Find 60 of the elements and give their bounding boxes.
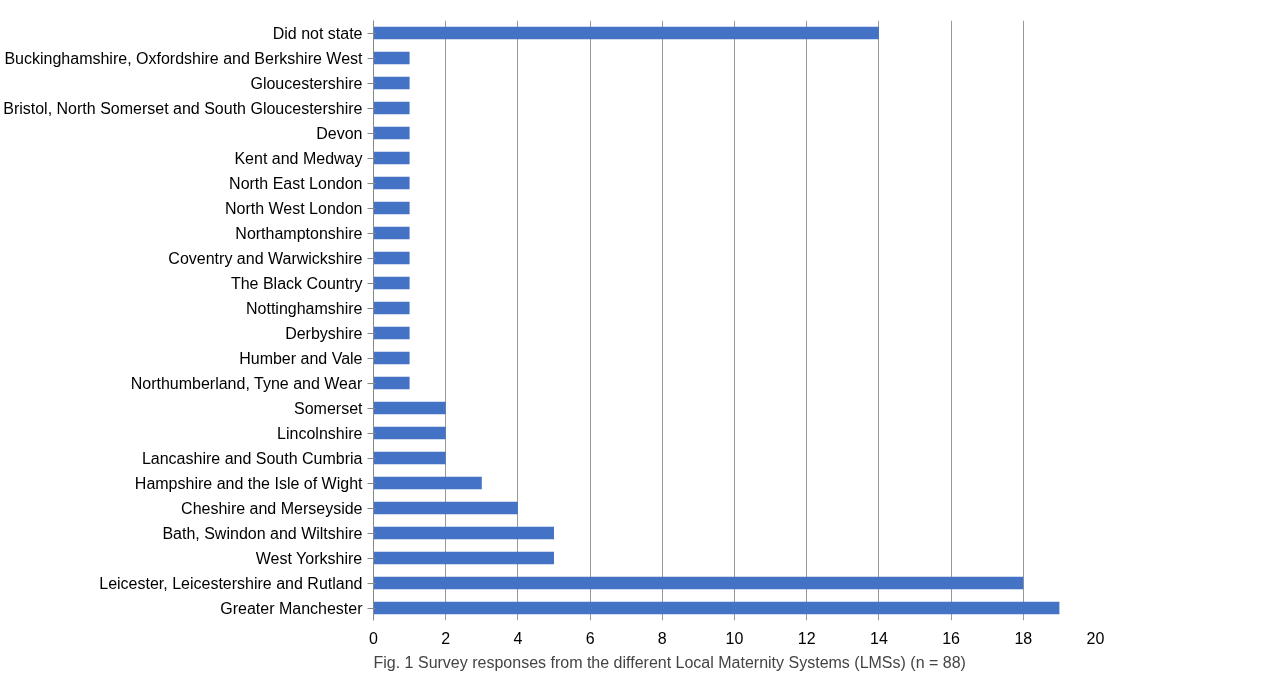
bar: [373, 201, 410, 215]
y-tick-label: Nottinghamshire: [246, 299, 363, 317]
bar: [373, 401, 446, 415]
bar: [373, 476, 482, 490]
x-tick-label: 16: [942, 629, 961, 647]
bar: [373, 126, 410, 140]
bar: [373, 51, 410, 65]
bar: [373, 251, 410, 265]
bar: [373, 26, 879, 40]
bar: [373, 601, 1060, 615]
bar: [373, 576, 1024, 590]
y-tick-label: Derbyshire: [285, 324, 363, 342]
bar: [373, 226, 410, 240]
bar: [373, 326, 410, 340]
bar: [373, 351, 410, 365]
bar: [373, 151, 410, 165]
x-tick-label: 20: [1086, 629, 1105, 647]
x-tick-label: 12: [797, 629, 816, 647]
bar: [373, 426, 446, 440]
y-tick-label: Gloucestershire: [250, 74, 363, 92]
y-tick-label: Cheshire and Merseyside: [181, 499, 363, 517]
y-tick-label: Bristol, North Somerset and South Gloucestershire: [3, 99, 363, 117]
y-tick-label: Lincolnshire: [277, 424, 363, 442]
y-tick-label: Coventry and Warwickshire: [168, 249, 363, 267]
x-tick-label: 4: [513, 629, 523, 647]
y-tick-label: Did not state: [272, 24, 363, 42]
bar: [373, 451, 446, 465]
x-tick-label: 0: [369, 629, 379, 647]
y-tick-label: Humber and Vale: [239, 349, 363, 367]
y-tick-label: Somerset: [294, 399, 364, 417]
y-tick-label: Northamptonshire: [235, 224, 363, 242]
y-tick-label: Greater Manchester: [220, 599, 364, 617]
y-tick-label: Devon: [316, 124, 363, 142]
y-tick-label: West Yorkshire: [255, 549, 363, 567]
y-tick-label: Kent and Medway: [234, 149, 363, 167]
bar: [373, 526, 554, 540]
y-tick-label: North West London: [224, 199, 363, 217]
bar: [373, 376, 410, 390]
x-tick-label: 10: [725, 629, 744, 647]
y-tick-label: Hampshire and the Isle of Wight: [134, 474, 364, 492]
y-tick-label: Buckinghamshire, Oxfordshire and Berkshire West: [4, 49, 364, 67]
y-tick-label: Northumberland, Tyne and Wear: [130, 374, 363, 392]
y-tick-label: North East London: [229, 174, 363, 192]
x-tick-label: 6: [585, 629, 595, 647]
caption: Fig. 1 Survey responses from the different Local Maternity Systems (LMSs) (n = 88): [373, 653, 966, 671]
bar: [373, 176, 410, 190]
bar: [373, 301, 410, 315]
bar: [373, 276, 410, 290]
x-tick-label: 8: [657, 629, 667, 647]
y-tick-label: Leicester, Leicestershire and Rutland: [99, 574, 363, 592]
y-tick-label: Bath, Swindon and Wiltshire: [162, 524, 363, 542]
x-tick-label: 18: [1014, 629, 1033, 647]
bar: [373, 551, 554, 565]
bar: [373, 101, 410, 115]
bar: [373, 501, 518, 515]
y-tick-label: Lancashire and South Cumbria: [141, 449, 363, 467]
x-tick-label: 14: [870, 629, 888, 647]
y-tick-label: The Black Country: [230, 274, 363, 292]
x-tick-label: 2: [441, 629, 451, 647]
bar: [373, 76, 410, 90]
